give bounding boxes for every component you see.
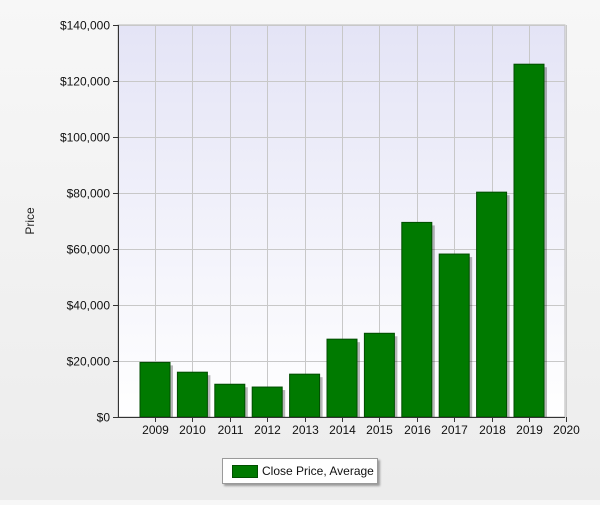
- x-tick-label: 2012: [254, 423, 281, 437]
- bar-2015: [363, 332, 395, 418]
- x-tick-label: 2010: [179, 423, 206, 437]
- x-tick-labels: 2009 2010 2011 2012 2013 2014 2015 2016 2017 2018…: [142, 423, 580, 437]
- y-tick-label: $20,000: [67, 355, 111, 369]
- y-tick-label: $0: [97, 411, 111, 425]
- x-tick-label: 2017: [441, 423, 468, 437]
- y-tick-label: $120,000: [60, 75, 110, 89]
- y-tick-labels: $0 $20,000 $40,000 $60,000 $80,000 $100,000 $1…: [60, 19, 110, 425]
- y-tick-label: $60,000: [67, 243, 111, 257]
- bar-2012: [251, 386, 283, 418]
- y-axis-title: Price: [23, 207, 37, 235]
- x-tick-label: 2016: [404, 423, 431, 437]
- legend-label: Close Price, Average: [262, 464, 374, 478]
- x-tick-label: 2011: [218, 423, 244, 437]
- x-tick-label: 2013: [292, 423, 319, 437]
- bar-2018: [476, 191, 508, 418]
- x-tick-label: 2009: [142, 423, 169, 437]
- bar-2010: [176, 371, 208, 418]
- bar-2016: [401, 221, 433, 418]
- y-tick-label: $100,000: [60, 131, 110, 145]
- bar-2013: [289, 373, 321, 418]
- x-tick-label: 2019: [516, 423, 543, 437]
- bar-2009: [139, 361, 171, 418]
- legend-swatch: [232, 464, 258, 478]
- bar-2014: [326, 338, 358, 418]
- bar-2019: [513, 63, 545, 418]
- y-tick-label: $80,000: [67, 187, 111, 201]
- x-tick-label: 2014: [329, 423, 356, 437]
- x-tick-label: 2018: [479, 423, 506, 437]
- bar-2011: [214, 383, 246, 418]
- y-tick-label: $40,000: [67, 299, 111, 313]
- y-tick-label: $140,000: [60, 19, 110, 33]
- bar-2017: [438, 253, 470, 418]
- bars: [139, 63, 547, 418]
- legend: Close Price, Average: [222, 458, 378, 484]
- x-tick-label: 2020: [553, 423, 580, 437]
- x-tick-label: 2015: [366, 423, 393, 437]
- axes: [113, 25, 567, 422]
